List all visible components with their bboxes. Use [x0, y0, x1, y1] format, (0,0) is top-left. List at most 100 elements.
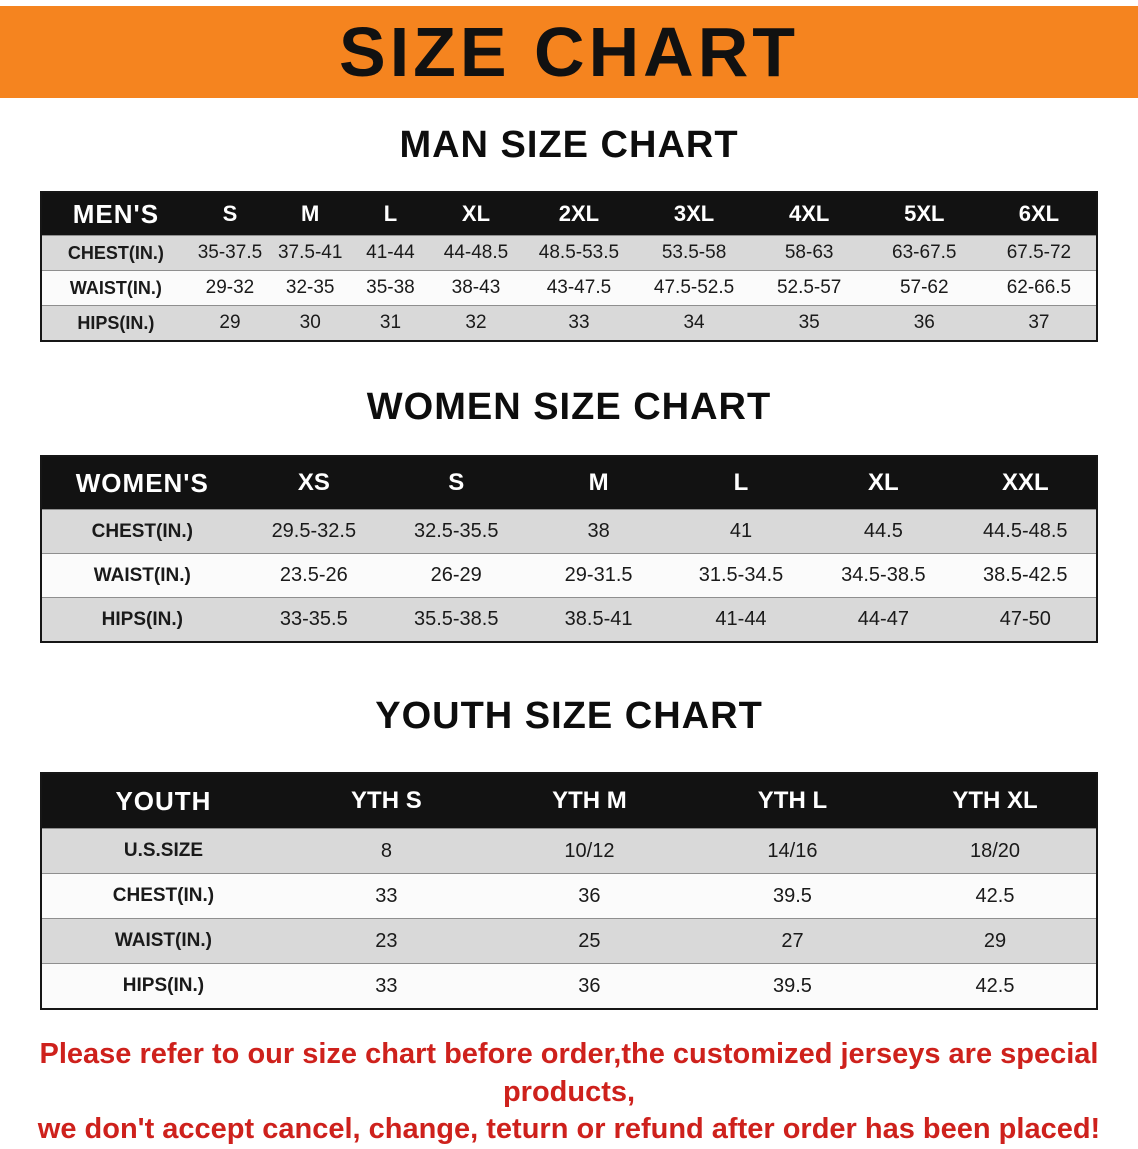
measurement-value: 29	[893, 918, 1097, 964]
measurement-value: 36	[487, 963, 691, 1009]
measurement-value: 31	[350, 305, 431, 341]
measurement-value: 32.5-35.5	[385, 509, 528, 554]
measurement-value: 34.5-38.5	[812, 553, 955, 598]
table-row: WAIST(IN.) 29-32 32-35 35-38 38-43 43-47.5 47.…	[41, 270, 1097, 306]
youth-size-table: YOUTH YTH S YTH M YTH L YTH XL U.S.SIZE 8 10/12…	[40, 772, 1098, 1010]
measurement-value: 31.5-34.5	[669, 553, 813, 598]
women-size-table: WOMEN'S XS S M L XL XXL CHEST(IN.) 29.5-32.5 32.5…	[40, 455, 1098, 643]
size-column-header: 2XL	[521, 192, 637, 236]
table-row: HIPS(IN.) 33-35.5 35.5-38.5 38.5-41 41-44 44-…	[41, 597, 1097, 642]
measurement-label: HIPS(IN.)	[41, 305, 190, 341]
measurement-value: 29.5-32.5	[242, 509, 386, 554]
size-column-header: 3XL	[636, 192, 752, 236]
size-column-header: XS	[242, 456, 386, 510]
table-row: CHEST(IN.) 35-37.5 37.5-41 41-44 44-48.5 48.5…	[41, 235, 1097, 271]
measurement-value: 8	[284, 828, 488, 874]
table-row: HIPS(IN.) 29 30 31 32 33 34 35 36 37	[41, 305, 1097, 341]
measurement-value: 25	[487, 918, 691, 964]
size-column-header: YTH S	[284, 773, 488, 829]
measurement-value: 39.5	[690, 963, 894, 1009]
measurement-value: 52.5-57	[751, 270, 867, 306]
table-row: WAIST(IN.) 23.5-26 26-29 29-31.5 31.5-34.5 34…	[41, 553, 1097, 598]
measurement-value: 62-66.5	[981, 270, 1097, 306]
measurement-value: 39.5	[690, 873, 894, 919]
measurement-value: 32-35	[270, 270, 351, 306]
measurement-label: CHEST(IN.)	[41, 509, 243, 554]
measurement-value: 29-31.5	[527, 553, 670, 598]
table-row: WAIST(IN.) 23 25 27 29	[41, 918, 1097, 964]
measurement-value: 41-44	[350, 235, 431, 271]
table-header-row: YOUTH YTH S YTH M YTH L YTH XL	[41, 773, 1097, 829]
table-row: U.S.SIZE 8 10/12 14/16 18/20	[41, 828, 1097, 874]
measurement-value: 41-44	[669, 597, 813, 642]
size-column-header: 5XL	[866, 192, 982, 236]
measurement-value: 35.5-38.5	[385, 597, 528, 642]
size-column-header: YTH M	[487, 773, 691, 829]
measurement-value: 38	[527, 509, 670, 554]
measurement-value: 57-62	[866, 270, 982, 306]
measurement-value: 42.5	[893, 873, 1097, 919]
measurement-value: 44-48.5	[430, 235, 522, 271]
measurement-value: 38.5-42.5	[954, 553, 1097, 598]
size-column-header: YTH XL	[893, 773, 1097, 829]
size-column-header: YTH L	[690, 773, 894, 829]
measurement-value: 44-47	[812, 597, 955, 642]
measurement-value: 37	[981, 305, 1097, 341]
table-row: CHEST(IN.) 29.5-32.5 32.5-35.5 38 41 44.5 44.5…	[41, 509, 1097, 554]
table-header-row: WOMEN'S XS S M L XL XXL	[41, 456, 1097, 510]
order-disclaimer: Please refer to our size chart before or…	[0, 1036, 1138, 1149]
table-row: CHEST(IN.) 33 36 39.5 42.5	[41, 873, 1097, 919]
measurement-value: 38-43	[430, 270, 522, 306]
table-row: HIPS(IN.) 33 36 39.5 42.5	[41, 963, 1097, 1009]
women-section-heading: WOMEN SIZE CHART	[366, 386, 772, 428]
size-column-header: M	[527, 456, 670, 510]
disclaimer-line-1: Please refer to our size chart before or…	[39, 1038, 1099, 1108]
measurement-value: 35	[751, 305, 867, 341]
measurement-value: 33	[284, 963, 488, 1009]
size-column-header: S	[385, 456, 528, 510]
measurement-value: 23.5-26	[242, 553, 386, 598]
measurement-value: 44.5	[812, 509, 955, 554]
measurement-value: 29	[189, 305, 271, 341]
measurement-value: 47-50	[954, 597, 1097, 642]
measurement-value: 47.5-52.5	[636, 270, 752, 306]
measurement-label: HIPS(IN.)	[41, 963, 285, 1009]
measurement-label: HIPS(IN.)	[41, 597, 243, 642]
measurement-value: 43-47.5	[521, 270, 637, 306]
disclaimer-line-2: we don't accept cancel, change, teturn o…	[37, 1113, 1101, 1146]
size-column-header: XL	[430, 192, 522, 236]
measurement-value: 44.5-48.5	[954, 509, 1097, 554]
table-corner-label: MEN'S	[41, 192, 190, 236]
measurement-value: 34	[636, 305, 752, 341]
measurement-value: 33	[284, 873, 488, 919]
measurement-value: 53.5-58	[636, 235, 752, 271]
size-column-header: XXL	[954, 456, 1097, 510]
measurement-value: 38.5-41	[527, 597, 670, 642]
measurement-value: 36	[866, 305, 982, 341]
youth-section-heading: YOUTH SIZE CHART	[375, 695, 763, 737]
measurement-label: WAIST(IN.)	[41, 270, 190, 306]
size-column-header: S	[189, 192, 271, 236]
measurement-value: 67.5-72	[981, 235, 1097, 271]
measurement-value: 18/20	[893, 828, 1097, 874]
table-corner-label: WOMEN'S	[41, 456, 243, 510]
table-header-row: MEN'S S M L XL 2XL 3XL 4XL 5XL 6XL	[41, 192, 1097, 236]
measurement-value: 41	[669, 509, 813, 554]
measurement-value: 23	[284, 918, 488, 964]
measurement-value: 37.5-41	[270, 235, 351, 271]
measurement-label: WAIST(IN.)	[41, 918, 285, 964]
measurement-value: 35-38	[350, 270, 431, 306]
measurement-value: 42.5	[893, 963, 1097, 1009]
measurement-label: WAIST(IN.)	[41, 553, 243, 598]
men-section-heading: MAN SIZE CHART	[399, 124, 739, 166]
table-corner-label: YOUTH	[41, 773, 285, 829]
measurement-value: 33-35.5	[242, 597, 386, 642]
size-column-header: M	[270, 192, 351, 236]
measurement-value: 14/16	[690, 828, 894, 874]
size-column-header: L	[350, 192, 431, 236]
measurement-value: 29-32	[189, 270, 271, 306]
measurement-label: CHEST(IN.)	[41, 873, 285, 919]
measurement-label: CHEST(IN.)	[41, 235, 190, 271]
measurement-value: 48.5-53.5	[521, 235, 637, 271]
measurement-value: 63-67.5	[866, 235, 982, 271]
